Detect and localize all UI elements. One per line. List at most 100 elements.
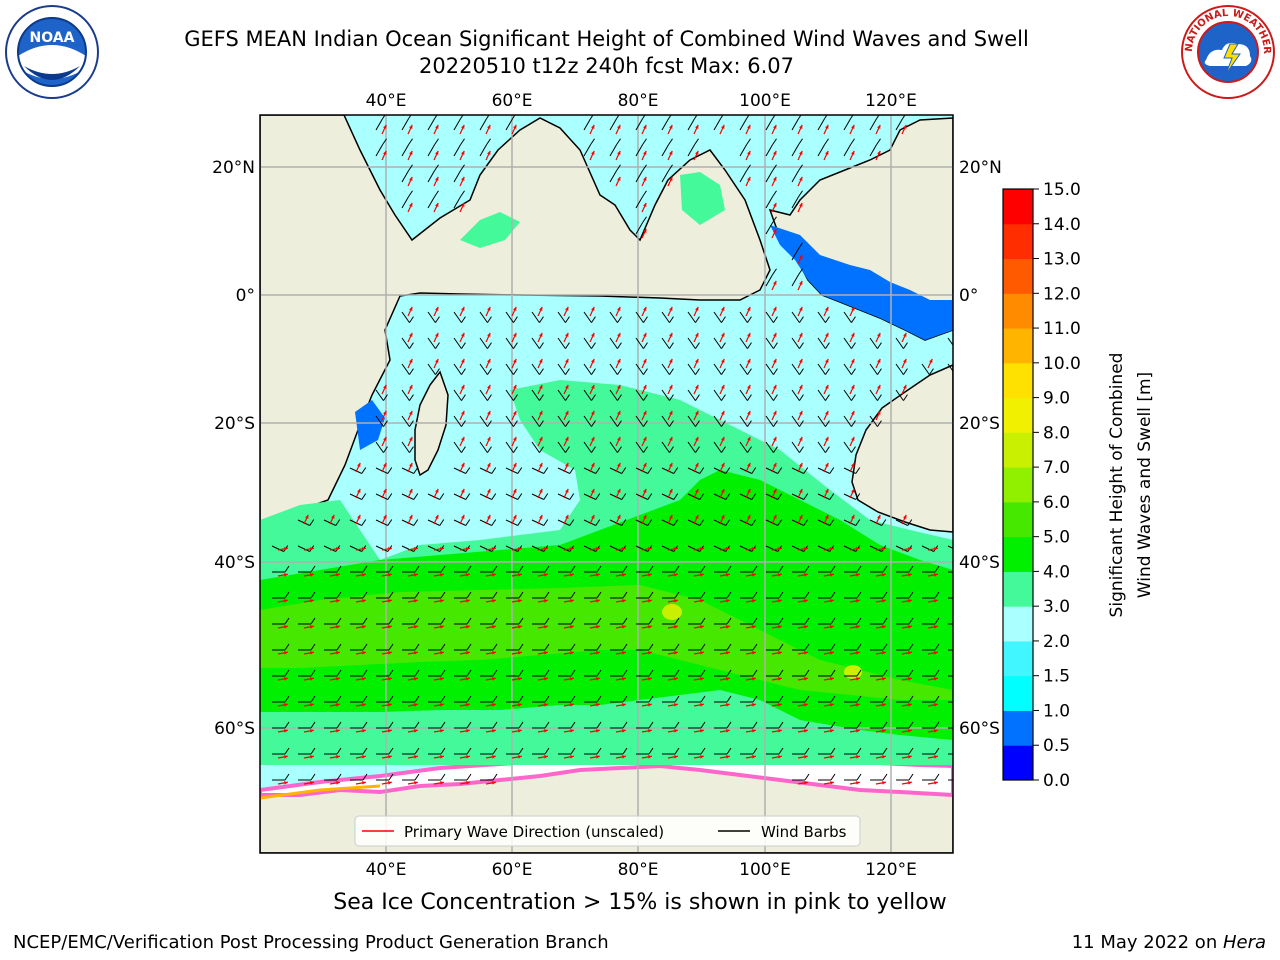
wave-direction-arrowhead [960,677,964,681]
wind-barb [947,545,953,549]
wave-direction-arrowhead [466,755,470,759]
wind-barb-flag [466,695,472,703]
wave-direction-arrowhead [362,677,366,681]
wave-direction-arrowhead [591,384,595,389]
wind-barb [791,170,799,183]
wave-direction-arrowhead [674,599,678,603]
wind-barb-flag [934,747,940,755]
wind-barb [869,545,882,552]
lon-label-bottom-80e: 80°E [618,860,659,880]
wind-barb-flag [414,669,420,677]
wave-direction-arrowhead [856,781,860,785]
wave-direction-arrowhead [674,573,678,577]
wind-barb [687,467,700,474]
wind-barb-flag [648,695,654,703]
wind-barb [453,519,466,526]
colorbar-block [1003,223,1033,260]
wind-barb-flag [284,773,290,781]
wave-direction-arrowhead [310,677,314,681]
wind-barb-flag [699,519,705,526]
wave-direction-arrowhead [310,651,314,655]
wind-barb-flag [382,138,387,146]
wind-barb-flag [518,669,524,677]
wave-direction-arrowhead [310,703,314,707]
wave-direction-arrowhead [331,514,335,519]
wind-barb [713,493,726,500]
wind-barb-flag [804,669,810,677]
wind-barb-flag [414,643,420,651]
wave-direction-arrowhead [721,332,725,337]
wind-barb-flag [539,316,544,323]
wind-barb [739,311,748,323]
wave-direction-arrowhead [648,547,652,551]
wave-direction-arrowhead [669,384,673,389]
wind-barb-flag [798,138,803,146]
wind-barb-flag [726,721,732,729]
wind-barb-flag [747,394,752,401]
wind-barb-flag [383,394,388,401]
wind-barb-flag [622,591,628,599]
wave-direction-arrowhead [778,651,782,655]
wave-direction-arrowhead [773,436,777,441]
wave-direction-arrowhead [695,124,699,129]
wave-direction-arrowhead [643,202,647,207]
wind-barb-flag [669,316,674,323]
wind-barb-flag [929,368,934,375]
wave-direction-arrowhead [487,306,491,311]
wind-barb [661,389,670,401]
wind-barbs-layer [271,115,965,785]
wind-barb [375,545,388,552]
wave-direction-arrowhead [669,358,673,363]
wind-barb-flag [465,493,471,500]
wave-direction-arrowhead [804,703,808,707]
wave-direction-arrowhead [310,729,314,733]
wave-direction-arrowhead [388,625,392,629]
wave-direction-arrowhead [773,176,777,181]
wave-direction-arrowhead [778,703,782,707]
wind-barb-flag [700,747,706,755]
wind-barb [635,363,644,375]
wind-barb-flag [799,394,804,401]
wind-barb-flag [903,342,908,349]
wave-direction-arrow [954,333,958,342]
wave-direction-arrowhead [461,384,465,389]
wind-barb [635,493,648,500]
wave-direction-arrowhead [591,332,595,337]
wind-barb-flag [961,696,965,702]
wind-barb-flag [908,747,914,755]
wind-barb [869,519,882,526]
wind-barb [739,441,748,453]
wind-barb [479,519,492,526]
wave-direction-arrowhead [565,306,569,311]
wind-barb-flag [409,368,414,375]
colorbar-tick-label: 15.0 [1043,180,1081,200]
wave-direction-arrowhead [799,436,803,441]
footer-branch: NCEP/EMC/Verification Post Processing Pr… [13,932,609,953]
wind-barb [583,441,592,453]
wind-barb [791,493,804,500]
wave-direction-arrowhead [383,150,387,155]
wind-barb [479,337,488,349]
wave-direction-arrowhead [362,599,366,603]
wind-barb-flag [461,394,466,401]
wind-barb [895,519,908,526]
wind-barb-flag [413,467,419,474]
wave-direction-arrowhead [492,599,496,603]
wind-barb-flag [569,467,575,474]
africa-land [260,115,771,523]
wave-direction-arrowhead [747,436,751,441]
wind-barb [583,389,592,401]
wind-barb-flag [695,394,700,401]
wind-barb-flag [466,747,472,755]
wave-direction-arrowhead [284,625,288,629]
wave-direction-arrowhead [461,150,465,155]
wind-barb-flag [414,747,420,755]
wave-direction-arrowhead [648,677,652,681]
wind-barb-flag [778,721,784,729]
wind-barb-flag [700,643,706,651]
wave-direction-arrowhead [825,306,829,311]
wind-barb [869,337,878,349]
wind-barb-flag [798,164,803,172]
wind-barb-flag [440,773,446,781]
wave-direction-arrowhead [362,625,366,629]
